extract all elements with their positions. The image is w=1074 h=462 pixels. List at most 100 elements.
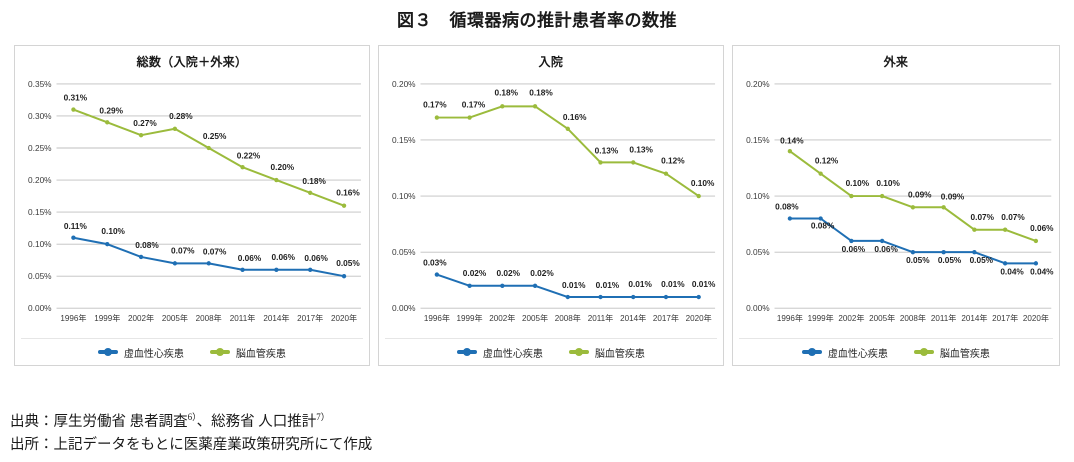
charts-container: 総数（入院＋外来） 0.00% 0.05% 0.10% 0.15% 0.20% 0.25%…	[0, 33, 1074, 366]
svg-text:0.10%: 0.10%	[101, 226, 125, 236]
svg-text:0.10%: 0.10%	[845, 178, 869, 188]
svg-text:0.35%: 0.35%	[28, 79, 52, 89]
svg-text:2002年: 2002年	[489, 313, 515, 323]
svg-text:0.01%: 0.01%	[692, 279, 716, 289]
svg-text:0.28%: 0.28%	[169, 111, 193, 121]
svg-text:1996年: 1996年	[424, 313, 450, 323]
svg-text:0.13%: 0.13%	[629, 144, 653, 154]
footer-source-mid: 、総務省 人口推計	[196, 414, 317, 431]
legend-entry-cerebrovascular-disease[interactable]: 脳血管疾患	[913, 345, 990, 360]
svg-text:0.16%: 0.16%	[336, 188, 360, 198]
footer-origin-line: 出所：上記データをもとに医薬産業政策研究所にて作成	[10, 436, 373, 453]
svg-text:0.06%: 0.06%	[238, 253, 262, 263]
svg-text:0.29%: 0.29%	[99, 105, 123, 115]
page-title: 図３ 循環器病の推計患者率の数推	[397, 11, 677, 30]
chart-title-outpatient: 外来	[883, 55, 909, 69]
svg-text:0.12%: 0.12%	[661, 156, 685, 166]
svg-text:2020年: 2020年	[1023, 313, 1049, 323]
svg-text:0.02%: 0.02%	[530, 268, 554, 278]
legend-label-cerebrovascular-disease: 脳血管疾患	[235, 348, 286, 360]
svg-text:0.14%: 0.14%	[780, 135, 804, 145]
legend-swatch-green	[913, 348, 934, 356]
svg-text:1996年: 1996年	[60, 313, 86, 323]
svg-text:0.05%: 0.05%	[336, 258, 360, 268]
svg-text:0.07%: 0.07%	[203, 246, 227, 256]
svg-text:0.08%: 0.08%	[811, 220, 835, 230]
svg-text:1999年: 1999年	[94, 313, 120, 323]
svg-text:0.25%: 0.25%	[28, 143, 52, 153]
svg-text:0.10%: 0.10%	[746, 191, 770, 201]
chart-legend-outpatient: 虚血性心疾患 脳血管疾患	[738, 338, 1053, 365]
svg-text:0.12%: 0.12%	[815, 156, 839, 166]
svg-text:0.05%: 0.05%	[746, 247, 770, 257]
svg-text:0.10%: 0.10%	[876, 178, 900, 188]
svg-text:2020年: 2020年	[686, 313, 712, 323]
legend-swatch-blue	[97, 348, 118, 356]
svg-text:0.03%: 0.03%	[423, 258, 447, 268]
svg-text:0.00%: 0.00%	[746, 303, 770, 313]
svg-text:1999年: 1999年	[456, 313, 482, 323]
svg-text:0.22%: 0.22%	[237, 150, 261, 160]
svg-text:2014年: 2014年	[263, 313, 289, 323]
legend-label-cerebrovascular-disease: 脳血管疾患	[594, 348, 645, 360]
svg-text:2017年: 2017年	[653, 313, 679, 323]
legend-entry-ischemic-heart-disease[interactable]: 虚血性心疾患	[801, 345, 888, 360]
svg-text:0.15%: 0.15%	[28, 207, 52, 217]
svg-text:0.01%: 0.01%	[661, 279, 685, 289]
svg-text:0.17%: 0.17%	[423, 100, 447, 110]
svg-text:0.07%: 0.07%	[1001, 212, 1025, 222]
plot-area-outpatient: 0.00% 0.05% 0.10% 0.15% 0.20% 1996年 1999年 2002年…	[733, 72, 1059, 338]
legend-swatch-blue	[801, 348, 822, 356]
svg-text:0.11%: 0.11%	[64, 221, 88, 231]
legend-entry-cerebrovascular-disease[interactable]: 脳血管疾患	[568, 345, 645, 360]
svg-text:0.18%: 0.18%	[302, 176, 326, 186]
svg-text:0.07%: 0.07%	[171, 245, 195, 255]
svg-text:0.10%: 0.10%	[392, 191, 416, 201]
svg-text:2002年: 2002年	[128, 313, 154, 323]
svg-text:0.06%: 0.06%	[1030, 223, 1054, 233]
svg-text:0.02%: 0.02%	[463, 268, 487, 278]
svg-text:0.06%: 0.06%	[272, 252, 296, 262]
legend-entry-ischemic-heart-disease[interactable]: 虚血性心疾患	[97, 345, 184, 360]
svg-text:0.18%: 0.18%	[494, 87, 518, 97]
svg-text:0.15%: 0.15%	[746, 135, 770, 145]
legend-entry-cerebrovascular-disease[interactable]: 脳血管疾患	[209, 345, 286, 360]
svg-text:0.05%: 0.05%	[28, 271, 52, 281]
svg-text:0.06%: 0.06%	[304, 253, 328, 263]
svg-text:0.31%: 0.31%	[64, 93, 88, 103]
svg-text:0.20%: 0.20%	[746, 79, 770, 89]
svg-text:0.00%: 0.00%	[28, 303, 52, 313]
svg-text:0.20%: 0.20%	[28, 175, 52, 185]
svg-text:2005年: 2005年	[162, 313, 188, 323]
legend-label-ischemic-heart-disease: 虚血性心疾患	[123, 348, 184, 360]
legend-swatch-blue	[456, 348, 477, 356]
svg-text:2005年: 2005年	[869, 313, 895, 323]
line-chart-outpatient: 0.00% 0.05% 0.10% 0.15% 0.20% 1996年 1999年 2002年…	[746, 79, 1054, 323]
svg-text:2020年: 2020年	[331, 313, 357, 323]
svg-text:0.30%: 0.30%	[28, 111, 52, 121]
footer-source-line: 出典：厚生労働省 患者調査6）、総務省 人口推計7）	[10, 411, 372, 433]
svg-text:2017年: 2017年	[297, 313, 323, 323]
svg-text:2014年: 2014年	[961, 313, 987, 323]
svg-text:0.05%: 0.05%	[392, 247, 416, 257]
svg-text:0.02%: 0.02%	[496, 268, 520, 278]
chart-legend-inpatient: 虚血性心疾患 脳血管疾患	[384, 338, 717, 365]
svg-text:0.07%: 0.07%	[970, 212, 994, 222]
line-chart-inpatient: 0.00% 0.05% 0.10% 0.15% 0.20% 1996年 1999年 2002年…	[392, 79, 716, 323]
svg-text:0.00%: 0.00%	[392, 303, 416, 313]
legend-label-cerebrovascular-disease: 脳血管疾患	[939, 348, 990, 360]
svg-text:0.05%: 0.05%	[906, 255, 930, 265]
svg-text:2008年: 2008年	[555, 313, 581, 323]
legend-swatch-green	[209, 348, 230, 356]
footer-source-ref2: 7）	[316, 412, 330, 423]
svg-text:2008年: 2008年	[196, 313, 222, 323]
svg-text:0.06%: 0.06%	[841, 244, 865, 254]
svg-text:0.20%: 0.20%	[271, 162, 295, 172]
svg-text:0.09%: 0.09%	[908, 189, 932, 199]
svg-text:0.13%: 0.13%	[595, 145, 619, 155]
svg-text:2017年: 2017年	[992, 313, 1018, 323]
svg-text:0.25%: 0.25%	[203, 131, 227, 141]
svg-text:0.04%: 0.04%	[1030, 266, 1054, 276]
legend-label-ischemic-heart-disease: 虚血性心疾患	[482, 348, 543, 360]
legend-entry-ischemic-heart-disease[interactable]: 虚血性心疾患	[456, 345, 543, 360]
